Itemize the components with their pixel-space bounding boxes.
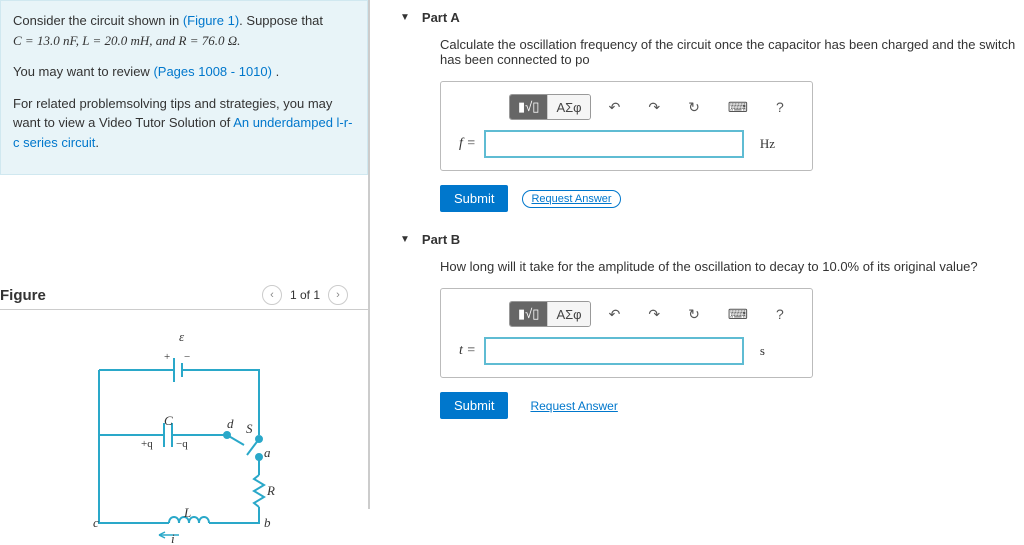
part-a-buttons: Submit Request Answer [440,185,1024,212]
part-a-toolbar: ▮√▯ ΑΣφ ↶ ↷ ↻ ⌨ ? [509,94,794,120]
keyboard-button[interactable]: ⌨ [718,302,758,327]
part-a-input[interactable] [484,130,744,158]
svg-text:c: c [93,515,99,530]
redo-button[interactable]: ↷ [638,302,670,327]
help-button[interactable]: ? [766,302,794,326]
undo-button[interactable]: ↶ [599,95,631,120]
undo-button[interactable]: ↶ [599,302,631,327]
tips-post: . [95,135,99,150]
part-a-variable: f = [459,136,476,152]
figure-prev-button[interactable]: ‹ [262,285,282,305]
svg-text:S: S [246,421,253,436]
left-panel: Consider the circuit shown in (Figure 1)… [0,0,370,509]
part-b-answer-box: ▮√▯ ΑΣφ ↶ ↷ ↻ ⌨ ? t = s [440,288,813,378]
svg-text:L: L [183,505,191,520]
format-group: ▮√▯ ΑΣφ [509,94,591,120]
collapse-icon: ▼ [400,234,410,245]
intro-line1: Consider the circuit shown in (Figure 1)… [13,11,355,50]
figure-counter: 1 of 1 [290,288,320,302]
templates-button[interactable]: ▮√▯ [510,95,548,119]
svg-text:+q: +q [141,438,153,450]
part-a-submit-button[interactable]: Submit [440,185,508,212]
reset-button[interactable]: ↻ [678,302,710,327]
review-pre: You may want to review [13,64,153,79]
equation: C = 13.0 nF, L = 20.0 mH, and R = 76.0 Ω… [13,33,240,48]
svg-text:ε: ε [179,329,185,344]
svg-text:C: C [164,413,173,428]
part-a-request-answer[interactable]: Request Answer [522,190,620,208]
figure-header: Figure ‹ 1 of 1 › [0,285,368,305]
part-a-header[interactable]: ▼ Part A [400,10,1024,25]
svg-text:R: R [266,483,275,498]
tips-line: For related problemsolving tips and stra… [13,94,355,153]
part-a-input-row: f = Hz [459,130,794,158]
pages-link[interactable]: (Pages 1008 - 1010) [153,64,272,79]
figure-title: Figure [0,287,46,304]
part-b-input[interactable] [484,337,744,365]
reset-button[interactable]: ↻ [678,95,710,120]
review-line: You may want to review (Pages 1008 - 101… [13,62,355,82]
collapse-icon: ▼ [400,12,410,23]
svg-text:+: + [164,351,170,363]
part-b-title: Part B [422,232,460,247]
part-b-body: How long will it take for the amplitude … [400,259,1024,419]
svg-text:i: i [171,531,175,545]
right-panel: ▼ Part A Calculate the oscillation frequ… [370,0,1024,509]
part-b-input-row: t = s [459,337,794,365]
part-b-question: How long will it take for the amplitude … [440,259,1024,274]
svg-text:d: d [227,416,234,431]
intro-text2: . Suppose that [239,13,323,28]
part-b-submit-button[interactable]: Submit [440,392,508,419]
figure-divider [0,309,368,310]
part-a-question: Calculate the oscillation frequency of t… [440,37,1024,67]
greek-button[interactable]: ΑΣφ [548,302,589,326]
templates-button[interactable]: ▮√▯ [510,302,548,326]
keyboard-button[interactable]: ⌨ [718,95,758,120]
part-b-toolbar: ▮√▯ ΑΣφ ↶ ↷ ↻ ⌨ ? [509,301,794,327]
format-group-b: ▮√▯ ΑΣφ [509,301,591,327]
svg-text:b: b [264,515,271,530]
circuit-figure: ε + − C +q −q d S a R b L c i [0,325,368,545]
svg-text:−q: −q [176,438,188,450]
redo-button[interactable]: ↷ [638,95,670,120]
svg-text:a: a [264,445,271,460]
part-b-header[interactable]: ▼ Part B [400,232,1024,247]
part-a-unit: Hz [760,136,775,152]
figure-nav: ‹ 1 of 1 › [262,285,348,305]
greek-button[interactable]: ΑΣφ [548,95,589,119]
part-b-variable: t = [459,343,476,359]
figure-link[interactable]: (Figure 1) [183,13,239,28]
part-b-unit: s [760,343,765,359]
part-b-request-answer[interactable]: Request Answer [522,397,625,415]
svg-text:−: − [184,351,190,363]
figure-next-button[interactable]: › [328,285,348,305]
part-a-body: Calculate the oscillation frequency of t… [400,37,1024,212]
part-a-answer-box: ▮√▯ ΑΣφ ↶ ↷ ↻ ⌨ ? f = Hz [440,81,813,171]
circuit-svg: ε + − C +q −q d S a R b L c i [79,325,289,545]
help-button[interactable]: ? [766,95,794,119]
intro-box: Consider the circuit shown in (Figure 1)… [0,0,368,175]
review-post: . [272,64,279,79]
part-a-title: Part A [422,10,460,25]
part-b-buttons: Submit Request Answer [440,392,1024,419]
intro-text: Consider the circuit shown in [13,13,183,28]
